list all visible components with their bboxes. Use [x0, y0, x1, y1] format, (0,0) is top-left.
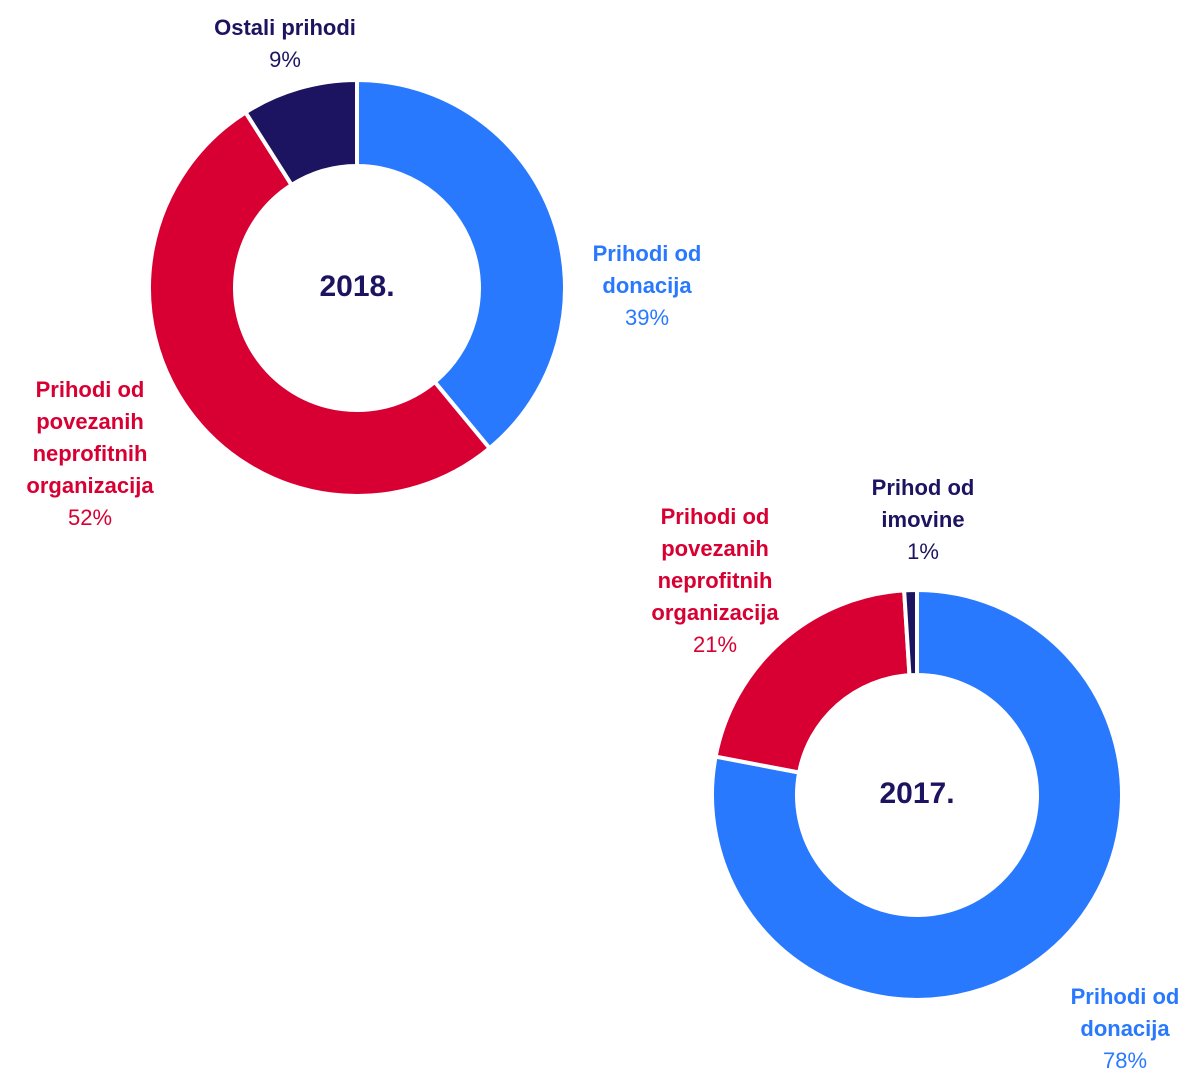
slice-label: Ostali prihodi 9%	[185, 12, 385, 76]
slice	[242, 77, 359, 188]
slice-label: Prihodi od donacija 39%	[582, 238, 712, 334]
category-label: Prihod od imovine	[871, 475, 975, 532]
slice	[710, 587, 1124, 1002]
slice	[902, 587, 919, 678]
slice	[355, 77, 567, 452]
slice-label: Prihodi od povezanih neprofitnih organiz…	[640, 501, 790, 661]
category-label: Prihodi od povezanih neprofitnih organiz…	[651, 504, 779, 625]
category-label: Ostali prihodi	[214, 15, 356, 40]
value-label: 52%	[67, 505, 113, 530]
slice-label: Prihodi od donacija 78%	[1060, 981, 1190, 1077]
category-label: Prihodi od donacija	[1070, 984, 1180, 1041]
value-label: 78%	[1102, 1048, 1148, 1073]
value-label: 1%	[907, 539, 939, 564]
center-title: 2017.	[879, 777, 954, 810]
category-label: Prihodi od povezanih neprofitnih organiz…	[26, 377, 154, 498]
slice	[713, 588, 912, 775]
slice-label: Prihod od imovine 1%	[858, 472, 988, 568]
value-label: 9%	[269, 47, 301, 72]
value-label: 39%	[624, 305, 670, 330]
slice	[147, 109, 493, 498]
value-label: 21%	[692, 632, 738, 657]
category-label: Prihodi od donacija	[592, 241, 702, 298]
slice-label: Prihodi od povezanih neprofitnih organiz…	[15, 374, 165, 534]
center-title: 2018.	[319, 270, 394, 303]
